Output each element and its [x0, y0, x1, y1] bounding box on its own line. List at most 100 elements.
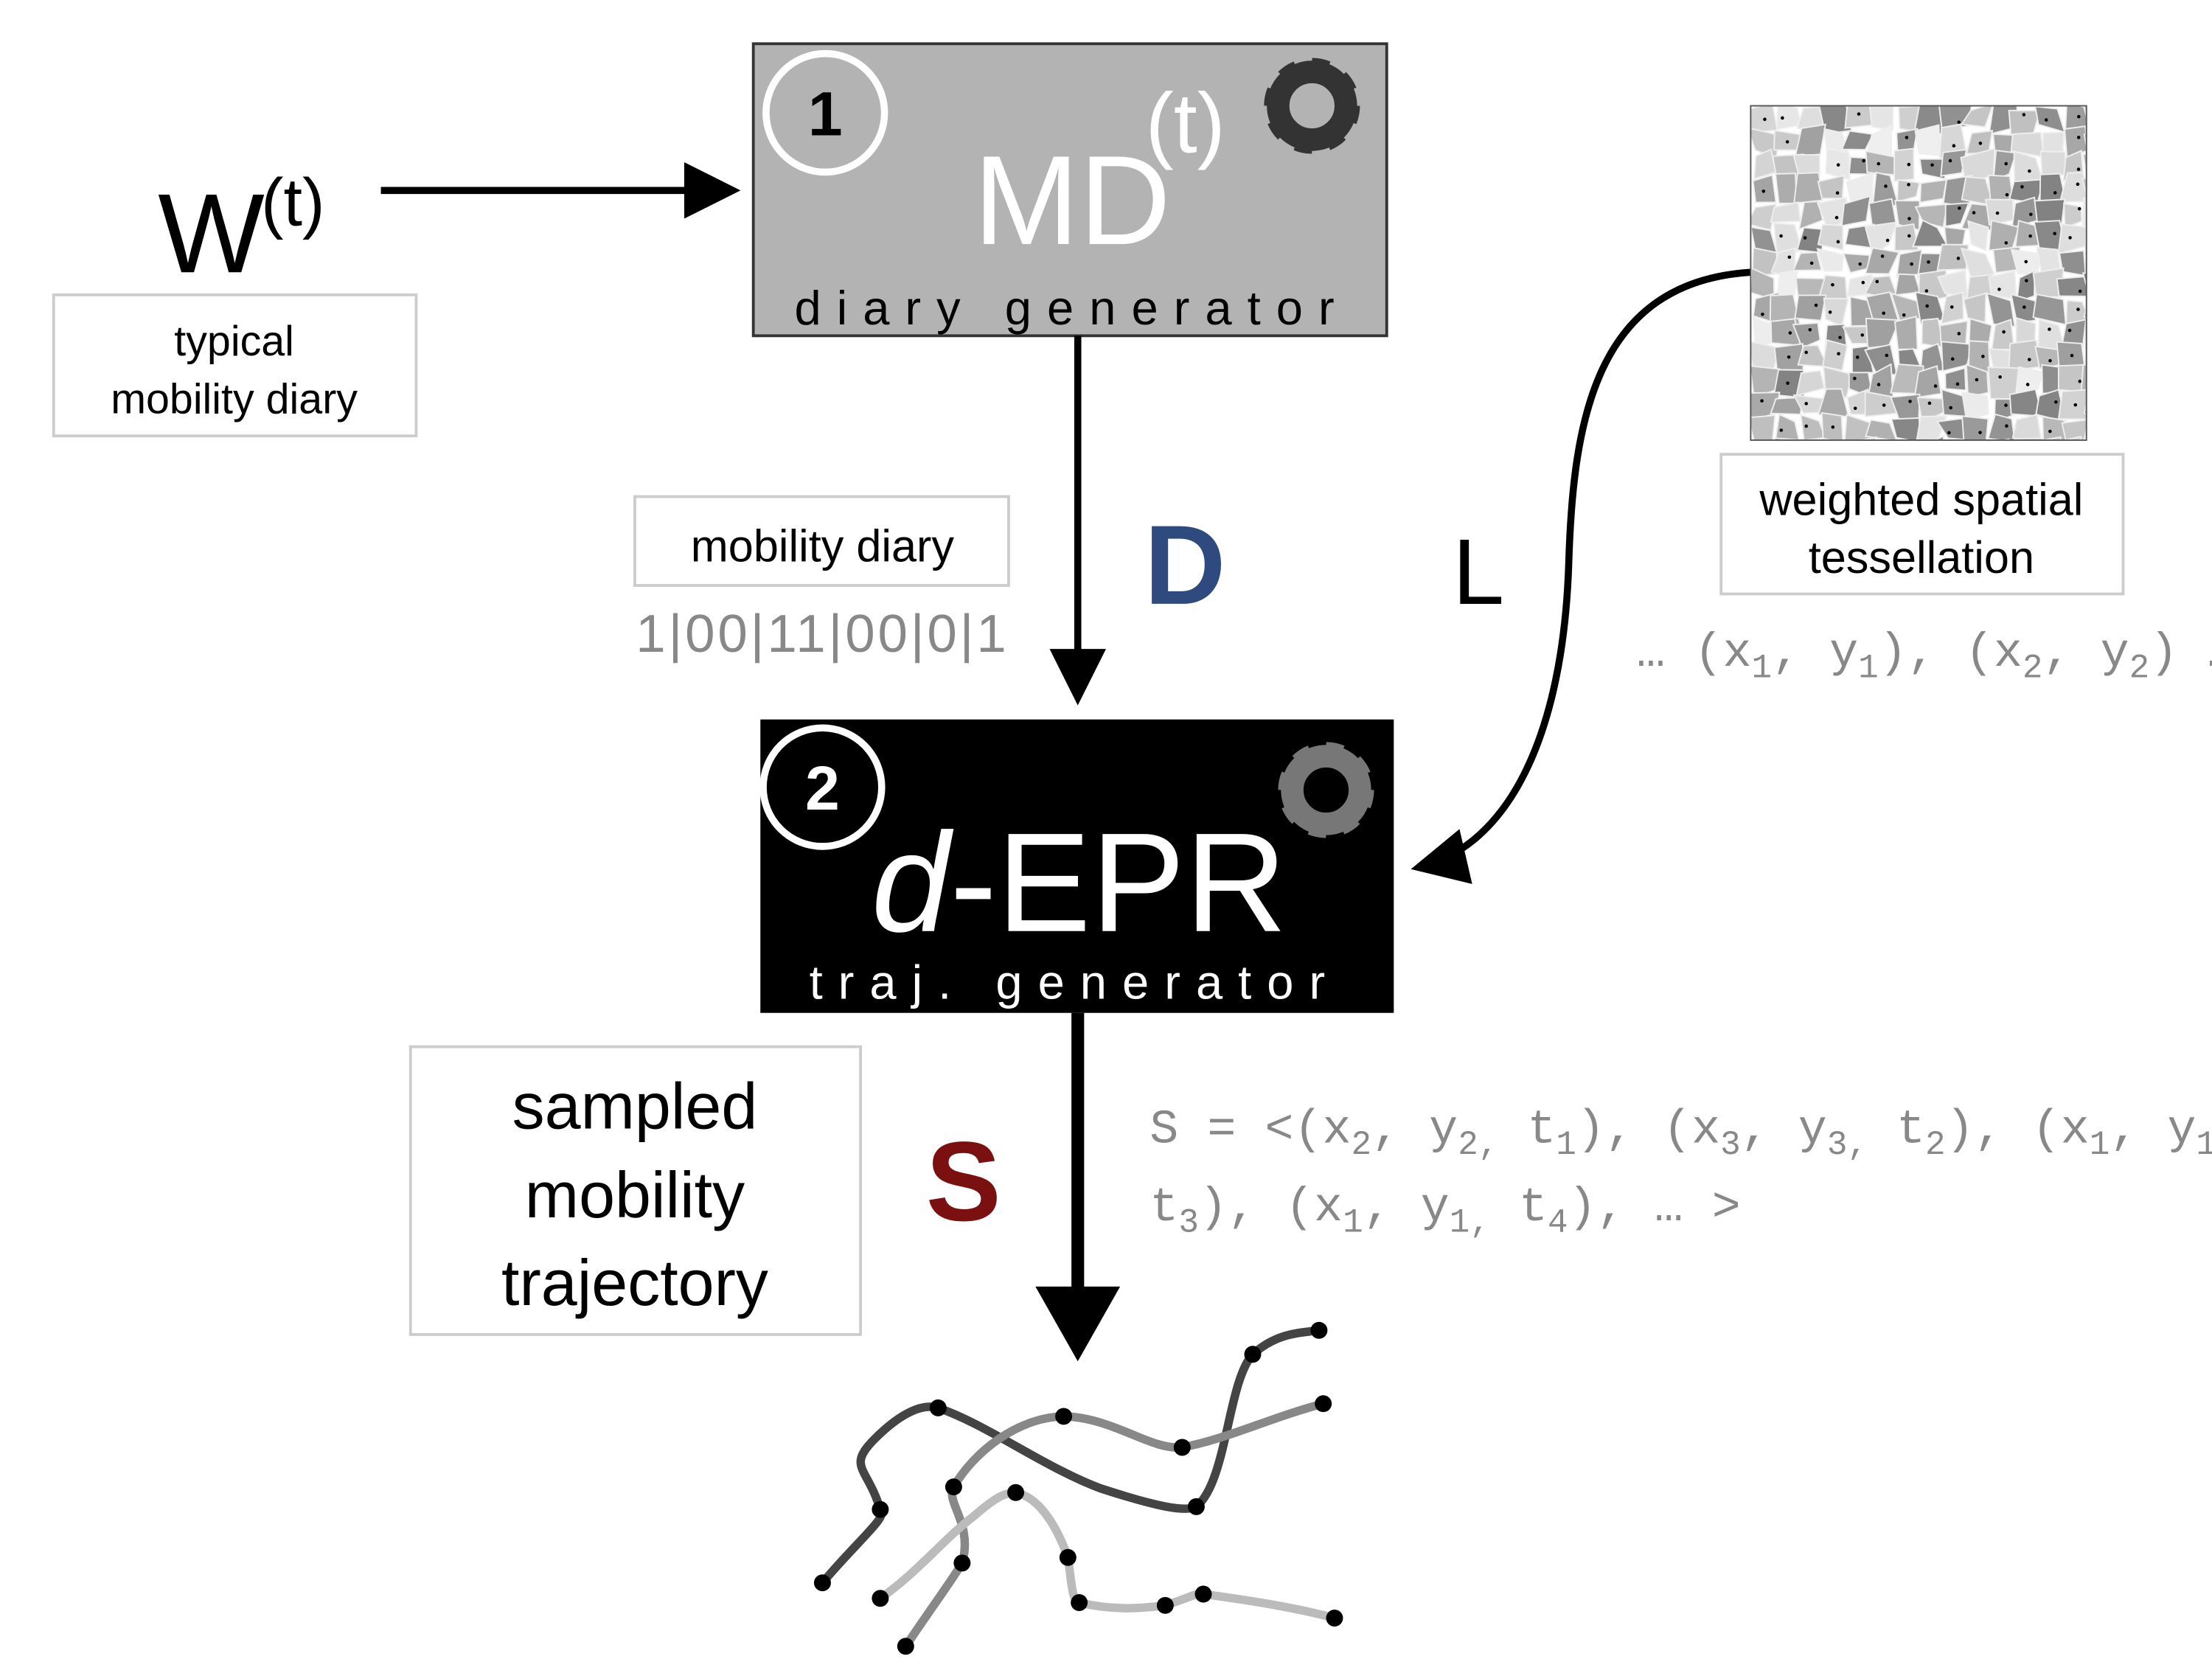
- tessellation-dot: [2005, 424, 2008, 428]
- tessellation-cell: [2034, 105, 2066, 133]
- tessellation-dot: [1761, 189, 1766, 193]
- tessellation-dot: [1930, 163, 1934, 167]
- tessellation-dot: [2025, 383, 2030, 386]
- tessellation-dot: [1978, 142, 1983, 145]
- tessellation-dot: [1952, 144, 1956, 148]
- tessellation-dot: [1760, 399, 1764, 403]
- tessellation-cell: [2084, 324, 2087, 349]
- text-main: ), (x: [1879, 626, 2023, 681]
- tessellation-dot: [2076, 182, 2080, 187]
- tessellation-dot: [1786, 381, 1790, 385]
- text-main: S = <(x: [1150, 1103, 1351, 1158]
- tessellation-dot: [2094, 281, 2098, 285]
- tessellation-cell: [2063, 202, 2083, 229]
- tessellation-dot: [1882, 403, 1886, 407]
- tessellation-cell: [1891, 417, 1921, 440]
- tessellation-dot: [1788, 457, 1792, 461]
- text-main: ) …: [2149, 626, 2212, 681]
- tessellation-dot: [1955, 382, 1960, 386]
- tessellation-dot: [1995, 211, 2000, 215]
- tessellation-cell: [1817, 223, 1844, 251]
- tessellation-dot: [1957, 332, 1961, 335]
- text-subscript: 1,: [1450, 1203, 1490, 1242]
- tessellation-dot: [2067, 328, 2072, 333]
- tessellation-dot: [2048, 447, 2051, 451]
- tessellation-dot: [1978, 431, 1982, 434]
- tessellation-cell: [1944, 202, 1970, 228]
- tessellation-cell: [1840, 130, 1874, 150]
- tessellation-dot: [2068, 236, 2072, 240]
- number-circle: [762, 49, 888, 176]
- tessellation-cell: [1817, 174, 1846, 200]
- tessellation-cell: [2011, 413, 2042, 440]
- tessellation-dot: [1857, 112, 1861, 116]
- tessellation-dot: [1804, 424, 1808, 428]
- tessellation-cell: [1774, 413, 1800, 440]
- tessellation-dot: [1927, 260, 1930, 264]
- tessellation-cell: [1960, 247, 1996, 280]
- tessellation-dot: [1950, 357, 1955, 361]
- tessellation-dot: [1855, 355, 1860, 359]
- tessellation-dot: [2076, 167, 2081, 171]
- tessellation-dot: [1858, 262, 1863, 266]
- tessellation-dot: [1804, 402, 1809, 406]
- trajectory-sequence: t3​), (x1​, y1,​ t4​), … >: [1150, 1180, 1740, 1242]
- tessellation-dot: [1950, 305, 1954, 309]
- tessellation-cell: [1864, 221, 1898, 257]
- tessellation-dot: [2054, 400, 2058, 404]
- tessellation-cell: [2017, 366, 2044, 397]
- gear-icon: [1278, 742, 1374, 838]
- tessellation-dot: [2002, 330, 2006, 334]
- tessellation-cell: [1986, 292, 2016, 327]
- tessellation-dot: [1877, 161, 1881, 166]
- tessellation-cell: [1864, 247, 1900, 275]
- tessellation-dot: [1997, 288, 2001, 291]
- tessellation-dot: [1814, 303, 1818, 307]
- text-subscript: 1: [1343, 1203, 1363, 1242]
- tessellation-dot: [1781, 116, 1784, 120]
- tessellation-cell: [1752, 174, 1777, 204]
- text-subscript: 2: [1352, 1126, 1372, 1164]
- tessellation-dot: [2027, 358, 2031, 361]
- tessellation-cell: [1919, 178, 1948, 204]
- tessellation-cell: [1816, 248, 1845, 272]
- text-main: t: [1498, 1103, 1556, 1158]
- tessellation-dot: [1835, 191, 1840, 195]
- tessellation-dot: [1831, 282, 1834, 287]
- tessellation-dot: [1877, 383, 1881, 386]
- tessellation-cell: [2083, 133, 2087, 150]
- tessellation-image: [1750, 105, 2099, 470]
- tessellation-cell: [1914, 124, 1941, 156]
- text-subscript: 2: [1925, 1126, 1946, 1164]
- tessellation-caption: tessellation: [1809, 532, 2034, 582]
- tessellation-cell: [2057, 389, 2087, 420]
- tessellation-cell: [1941, 442, 1970, 470]
- tessellation-dot: [2077, 206, 2081, 211]
- tessellation-dot: [1933, 384, 1938, 388]
- tessellation-cell: [2084, 227, 2087, 256]
- text-main: t: [1868, 1103, 1925, 1158]
- tessellation-dot: [1910, 262, 1913, 266]
- text-main: t: [1150, 1180, 1178, 1235]
- tessellation-cell: [2081, 197, 2087, 227]
- tessellation-dot: [2096, 448, 2099, 451]
- generator2-symbol: d-EPR: [872, 804, 1287, 961]
- tessellation-cell: [1913, 365, 1942, 399]
- tessellation-dot: [1907, 162, 1911, 167]
- tessellation-dot: [1907, 217, 1911, 220]
- tessellation-dot: [2023, 305, 2026, 309]
- text-main: ), (x: [1199, 1180, 1343, 1235]
- tessellation-cell: [2081, 272, 2087, 289]
- tessellation-dot: [2048, 327, 2051, 331]
- input-caption: typical: [174, 318, 294, 365]
- tessellation-cell: [1795, 369, 1826, 397]
- tessellation-dot: [2073, 403, 2078, 407]
- tessellation-cell: [2015, 269, 2036, 304]
- tessellation-dot: [1808, 327, 1812, 332]
- tessellation-frame: [1750, 105, 2087, 441]
- tessellation-cell: [1893, 147, 1915, 182]
- text-subscript: 3: [1720, 1126, 1741, 1164]
- tessellation-dot: [1788, 331, 1792, 335]
